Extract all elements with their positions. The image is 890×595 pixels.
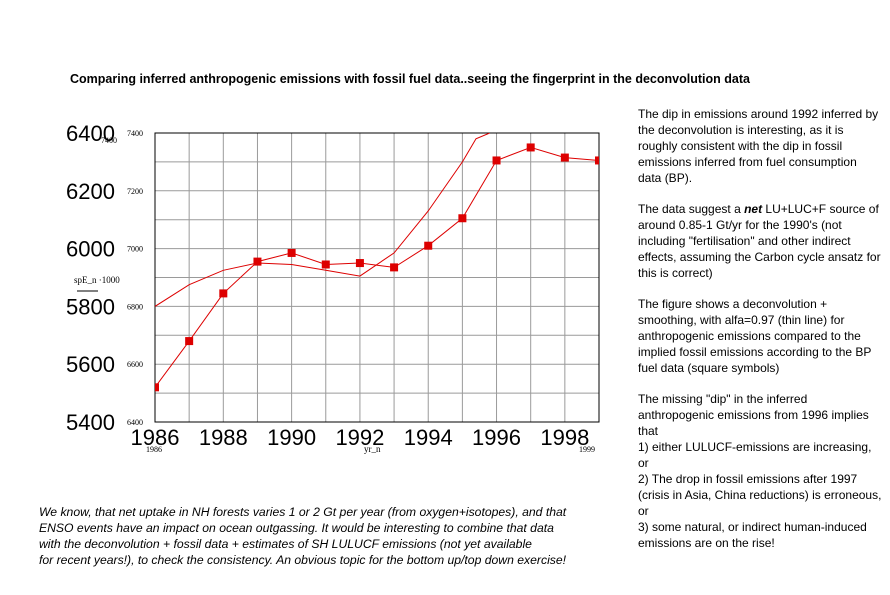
left-tick-label: 5600 bbox=[66, 352, 115, 377]
right-tick-label: 6800 bbox=[127, 302, 143, 311]
x-small-label-end: 1999 bbox=[579, 445, 595, 454]
net-emphasis: net bbox=[744, 202, 763, 216]
missing-dip-intro: The missing "dip" in the inferred anthro… bbox=[638, 392, 869, 438]
x-tick-label: 1992 bbox=[335, 425, 384, 450]
fossil-data-point bbox=[287, 248, 296, 257]
x-tick-label: 1996 bbox=[472, 425, 521, 450]
left-tick-label: 5800 bbox=[66, 294, 115, 319]
x-axis-label: yr_n bbox=[364, 444, 381, 454]
x-tick-label: 1994 bbox=[404, 425, 453, 450]
right-tick-label: 6400 bbox=[127, 418, 143, 427]
bottom-note-line-3: with the deconvolution + fossil data + e… bbox=[39, 537, 532, 551]
left-axis: 5400 5600 5800 6000 6200 6400 bbox=[66, 121, 115, 435]
plot-frame bbox=[154, 132, 600, 423]
fossil-data-point bbox=[458, 214, 467, 223]
fossil-data-point bbox=[390, 263, 399, 272]
bottom-note-line-1: We know, that net uptake in NH forests v… bbox=[39, 505, 567, 519]
right-tick-label-top-extra: 7400 bbox=[101, 136, 117, 145]
bottom-note-line-2: ENSO events have an impact on ocean outg… bbox=[39, 521, 554, 535]
net-source-text-b: LU+LUC+F source of around 0.85-1 Gt/yr f… bbox=[638, 202, 881, 280]
left-tick-label: 6400 bbox=[66, 121, 115, 146]
right-tick-label: 7400 bbox=[127, 129, 143, 138]
commentary-paragraph-dip: The dip in emissions around 1992 inferre… bbox=[638, 107, 879, 185]
fossil-data-point bbox=[424, 241, 433, 250]
series-layer bbox=[155, 133, 599, 392]
x-tick-label: 1990 bbox=[267, 425, 316, 450]
net-source-text-a: The data suggest a bbox=[638, 202, 745, 216]
series-0 bbox=[155, 143, 599, 392]
commentary-paragraph-missing-dip: The missing "dip" in the inferred anthro… bbox=[638, 391, 883, 551]
missing-dip-item-2: 2) The drop in fossil emissions after 19… bbox=[638, 472, 882, 518]
left-tick-label: 6200 bbox=[66, 179, 115, 204]
x-tick-label: 1998 bbox=[540, 425, 589, 450]
fossil-data-point bbox=[219, 289, 228, 298]
fossil-data-point bbox=[560, 153, 569, 162]
fossil-data-point bbox=[155, 383, 159, 392]
left-tick-label: 6000 bbox=[66, 237, 115, 262]
fossil-data-point bbox=[321, 260, 330, 269]
fossil-data-point bbox=[595, 156, 599, 165]
right-tick-label: 7200 bbox=[127, 187, 143, 196]
fossil-data-point bbox=[526, 143, 535, 152]
fossil-emissions-line bbox=[155, 146, 599, 388]
missing-dip-item-1: 1) either LULUCF-emissions are increasin… bbox=[638, 440, 872, 470]
missing-dip-item-3: 3) some natural, or indirect human-induc… bbox=[638, 520, 867, 550]
right-axis: 6400 6600 6800 7000 7200 7400 7400 bbox=[101, 129, 143, 427]
chart-frame bbox=[154, 132, 600, 423]
x-small-label-start: 1986 bbox=[146, 445, 162, 454]
right-tick-label: 7000 bbox=[127, 245, 143, 254]
bottom-note-line-4: for recent years!), to check the consist… bbox=[39, 553, 567, 567]
fossil-data-point bbox=[185, 337, 194, 346]
right-tick-label: 6600 bbox=[127, 360, 143, 369]
commentary-paragraph-method: The figure shows a deconvolution + smoot… bbox=[638, 297, 872, 375]
left-tick-label: 5400 bbox=[66, 410, 115, 435]
series-1 bbox=[155, 133, 490, 307]
fossil-data-point bbox=[492, 156, 501, 165]
bottom-note: We know, that net uptake in NH forests v… bbox=[39, 504, 629, 568]
page-title: Comparing inferred anthropogenic emissio… bbox=[70, 72, 750, 86]
chart-grid bbox=[154, 132, 600, 423]
side-commentary: The dip in emissions around 1992 inferre… bbox=[638, 106, 883, 551]
x-axis: 1986 1988 1990 1992 1994 1996 1998 1986 1999 bbox=[131, 425, 595, 454]
fossil-data-point bbox=[253, 257, 262, 266]
deconvolution-line bbox=[155, 133, 490, 307]
x-tick-label: 1986 bbox=[131, 425, 180, 450]
fossil-data-point bbox=[355, 259, 364, 268]
x-tick-label: 1988 bbox=[199, 425, 248, 450]
commentary-paragraph-net-source: The data suggest a net LU+LUC+F source o… bbox=[638, 201, 883, 281]
y-axis-label: spE_n ·1000 bbox=[74, 275, 120, 285]
